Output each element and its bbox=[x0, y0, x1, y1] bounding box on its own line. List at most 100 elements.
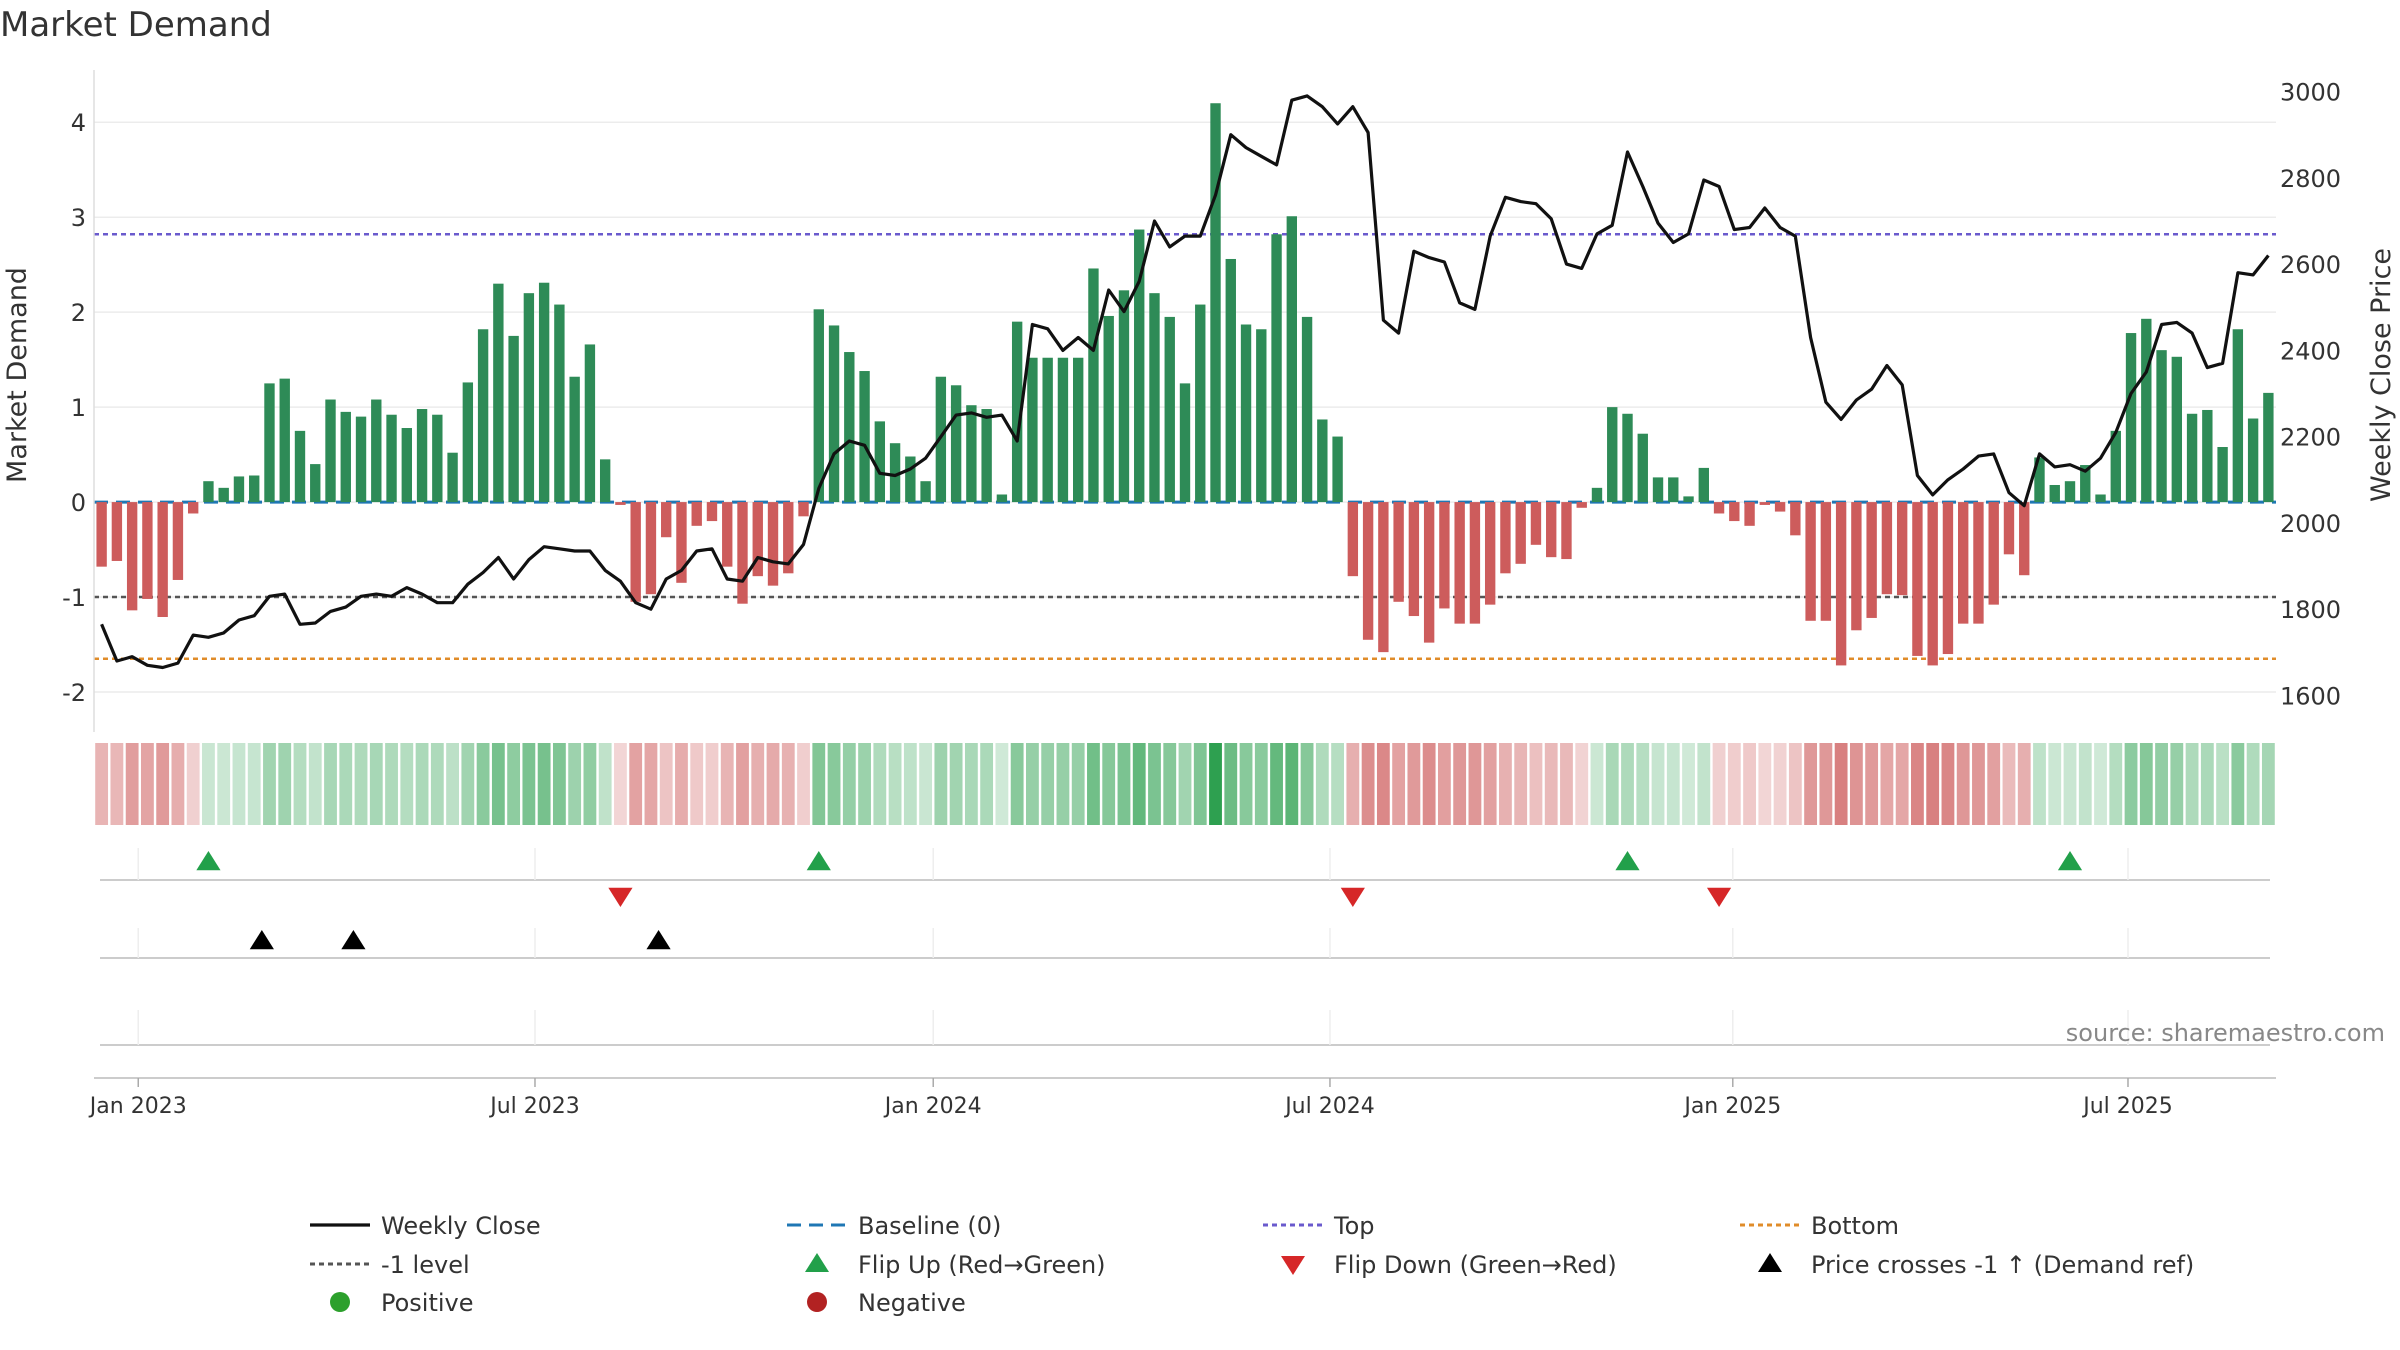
demand-bar bbox=[462, 382, 474, 503]
heat-cell bbox=[110, 743, 124, 825]
demand-bar bbox=[1073, 357, 1084, 503]
heat-cell bbox=[1621, 743, 1634, 825]
demand-bar bbox=[798, 502, 809, 517]
heat-cell bbox=[232, 743, 246, 825]
y-right-tick-label: 2800 bbox=[2280, 165, 2341, 193]
legend-label: Baseline (0) bbox=[858, 1212, 1001, 1240]
legend-item: Positive bbox=[330, 1289, 474, 1317]
demand-bar bbox=[1912, 502, 1923, 656]
legend-item: Baseline (0) bbox=[787, 1212, 1001, 1240]
demand-bar bbox=[645, 502, 657, 595]
heat-cell bbox=[720, 743, 734, 825]
demand-bar bbox=[477, 329, 489, 503]
heat-cell bbox=[202, 743, 215, 825]
demand-bar bbox=[1668, 477, 1679, 503]
demand-bar bbox=[722, 502, 733, 567]
heat-cell bbox=[1285, 743, 1299, 825]
demand-bar bbox=[615, 502, 626, 505]
weekly-close-path bbox=[100, 94, 2270, 670]
y-tick-label: -1 bbox=[62, 584, 86, 612]
demand-bar bbox=[1027, 357, 1038, 503]
legend-item: Price crosses -1 ↑ (Demand ref) bbox=[1758, 1251, 2194, 1279]
demand-bar bbox=[1759, 502, 1771, 505]
heat-cell bbox=[1300, 743, 1314, 825]
legend-item: Flip Down (Green→Red) bbox=[1281, 1251, 1617, 1279]
demand-bar bbox=[1210, 103, 1221, 503]
heat-cell bbox=[1849, 743, 1863, 825]
heat-cell bbox=[2063, 743, 2077, 825]
demand-bar bbox=[1820, 502, 1832, 621]
demand-bar bbox=[1408, 502, 1420, 617]
heat-cell bbox=[339, 743, 353, 825]
demand-bar bbox=[630, 502, 641, 602]
demand-bar bbox=[523, 293, 535, 503]
demand-bar bbox=[355, 416, 367, 503]
demand-bar bbox=[2202, 409, 2213, 503]
legend-swatch-circle bbox=[330, 1292, 350, 1312]
heat-cell bbox=[1544, 743, 1558, 825]
legend: Weekly Close Baseline (0) Top Bottom -1 leve… bbox=[310, 1212, 2194, 1317]
demand-bar bbox=[2095, 494, 2106, 503]
demand-bar bbox=[447, 452, 458, 503]
legend-item: Negative bbox=[807, 1289, 966, 1317]
heat-cell bbox=[1071, 743, 1085, 825]
demand-bar bbox=[325, 399, 336, 503]
demand-bar bbox=[1088, 268, 1099, 503]
y-right-tick-label: 2600 bbox=[2280, 251, 2341, 279]
heat-cell bbox=[1056, 743, 1070, 825]
heat-cell bbox=[2170, 743, 2184, 825]
demand-bar bbox=[1576, 502, 1587, 508]
heat-cell bbox=[461, 743, 475, 825]
demand-bar bbox=[1103, 315, 1114, 503]
demand-bar bbox=[1378, 502, 1389, 653]
legend-label: Top bbox=[1333, 1212, 1375, 1240]
demand-bar bbox=[691, 502, 702, 526]
demand-bars bbox=[96, 103, 2274, 666]
demand-bar bbox=[844, 352, 855, 503]
heat-cell bbox=[1270, 743, 1283, 825]
heat-cell bbox=[964, 743, 978, 825]
heat-cell bbox=[1315, 743, 1329, 825]
demand-bar bbox=[157, 502, 168, 617]
demand-bar bbox=[508, 335, 519, 503]
demand-bar bbox=[1988, 502, 1999, 605]
demand-bar bbox=[340, 411, 351, 503]
heat-cell bbox=[1224, 743, 1238, 825]
heat-cell bbox=[1117, 743, 1131, 825]
heat-cell bbox=[1163, 743, 1177, 825]
demand-bar bbox=[203, 481, 214, 503]
demand-bar bbox=[1683, 496, 1694, 503]
demand-bar bbox=[1805, 502, 1816, 621]
heat-cell bbox=[217, 743, 231, 825]
demand-bar bbox=[2186, 413, 2198, 503]
demand-bar bbox=[1744, 502, 1755, 526]
demand-bar bbox=[1057, 357, 1069, 503]
demand-bar bbox=[1301, 316, 1313, 503]
heat-cell bbox=[2078, 743, 2092, 825]
heat-cell bbox=[629, 743, 643, 825]
legend-label: Flip Up (Red→Green) bbox=[858, 1251, 1106, 1279]
demand-bar bbox=[1607, 407, 1618, 503]
demand-bar bbox=[905, 456, 916, 503]
demand-bar bbox=[1149, 293, 1160, 503]
flip-up-marker bbox=[1615, 851, 1640, 871]
heat-cell bbox=[1727, 743, 1741, 825]
heat-cell bbox=[1682, 743, 1695, 825]
heat-cell bbox=[751, 743, 765, 825]
heat-cell bbox=[1941, 743, 1955, 825]
y-tick-label: 2 bbox=[71, 299, 86, 327]
x-tick-label: Jul 2025 bbox=[2081, 1094, 2173, 1119]
heat-cell bbox=[1865, 743, 1879, 825]
demand-bar bbox=[2156, 350, 2167, 503]
demand-bar bbox=[538, 282, 550, 503]
heat-cell bbox=[278, 743, 292, 825]
heat-cell bbox=[1758, 743, 1772, 825]
demand-bar bbox=[767, 502, 779, 586]
demand-bar bbox=[706, 502, 718, 522]
demand-bar bbox=[1591, 487, 1603, 503]
demand-bar bbox=[874, 421, 886, 503]
heat-cell bbox=[369, 743, 383, 825]
heat-cell bbox=[858, 743, 871, 825]
heat-cell bbox=[766, 743, 780, 825]
legend-label: Price crosses -1 ↑ (Demand ref) bbox=[1811, 1251, 2194, 1279]
